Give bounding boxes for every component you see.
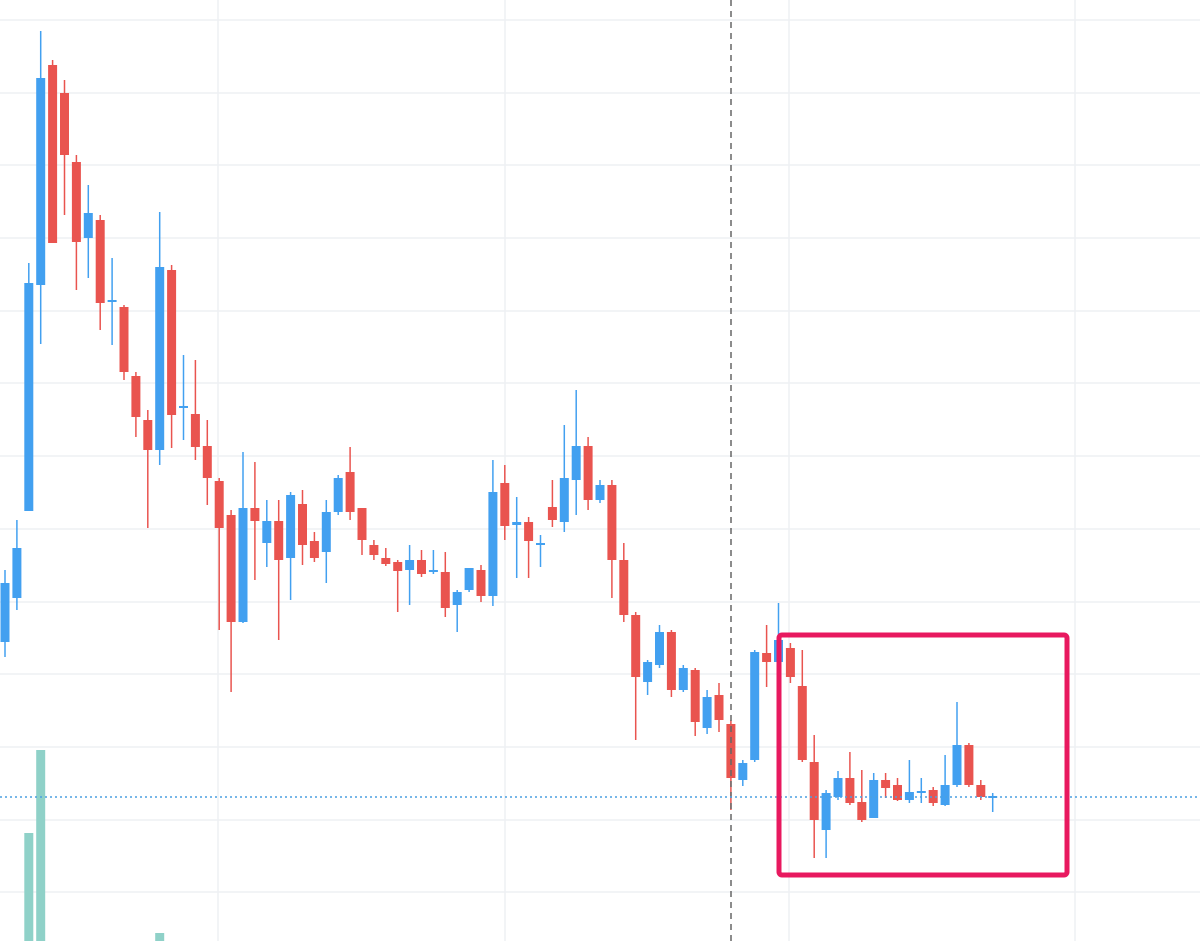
candle-body: [476, 570, 486, 596]
candle-body: [916, 791, 926, 793]
candle-body: [83, 213, 93, 238]
candle-body: [202, 446, 212, 478]
candle-body: [95, 220, 105, 303]
candle-body: [488, 492, 498, 596]
candle-body: [357, 508, 367, 540]
candle-body: [643, 662, 653, 682]
volume: [24, 750, 165, 941]
candle-body: [48, 65, 58, 243]
layout: [217, 0, 1076, 941]
candle-body: [607, 485, 617, 560]
candle-body: [298, 504, 307, 545]
candle-body: [452, 592, 462, 605]
candle-body: [893, 785, 902, 800]
candle-body: [655, 632, 664, 665]
candle-body: [107, 300, 117, 302]
candle-body: [36, 78, 46, 285]
candle-body: [797, 686, 807, 760]
candle-body: [714, 695, 724, 720]
candle-body: [167, 270, 177, 415]
candle-body: [559, 478, 569, 522]
candle-body: [333, 478, 343, 512]
candle-body: [500, 483, 510, 526]
candle-body: [369, 545, 379, 555]
candle-body: [381, 558, 391, 564]
candle-body: [702, 697, 712, 728]
candle-body: [238, 508, 248, 622]
candle-body: [678, 668, 688, 690]
candle-body: [952, 745, 962, 785]
candle-body: [131, 376, 141, 417]
candle-body: [940, 785, 950, 805]
candle-body: [309, 541, 319, 558]
candle-body: [405, 560, 415, 570]
highlight-box: [776, 632, 1070, 878]
volume-bar: [24, 833, 34, 941]
candle-body: [286, 495, 296, 558]
grid: [0, 19, 1200, 893]
candle-body: [583, 446, 593, 500]
candle-body: [321, 512, 331, 552]
candle-body: [821, 793, 831, 830]
candle-body: [60, 93, 69, 155]
candle-body: [595, 485, 605, 500]
candle-body: [857, 802, 867, 820]
candle-body: [845, 778, 855, 803]
volume-bar: [36, 750, 46, 941]
candles: [0, 31, 998, 858]
candle-body: [428, 570, 438, 572]
candle-body: [512, 522, 522, 525]
candle-body: [988, 796, 998, 798]
candle-body: [190, 414, 200, 447]
candle-body: [738, 763, 748, 780]
candle-body: [179, 406, 188, 408]
candle-body: [440, 572, 450, 608]
candle-body: [0, 583, 10, 642]
candle-body: [976, 785, 986, 797]
candle-body: [226, 515, 236, 622]
candle-body: [904, 792, 914, 800]
candle-body: [809, 762, 819, 820]
volume-bar: [155, 933, 165, 941]
candle-body: [143, 420, 153, 450]
candle-body: [12, 548, 22, 598]
candle-body: [619, 560, 629, 615]
candle-body: [690, 670, 700, 722]
candle-body: [750, 652, 760, 760]
candle-body: [250, 508, 260, 521]
candle-body: [964, 745, 974, 785]
candle-body: [928, 790, 938, 803]
candle-body: [881, 780, 891, 788]
candle-body: [119, 307, 129, 372]
candle-body: [571, 446, 581, 480]
candle-body: [71, 162, 81, 242]
candle-body: [345, 472, 355, 512]
candle-body: [547, 507, 557, 520]
candle-body: [24, 283, 34, 511]
candle-body: [464, 568, 474, 590]
candle-body: [833, 778, 843, 797]
candle-body: [785, 648, 795, 677]
candle-body: [393, 562, 403, 571]
candle-body: [417, 560, 426, 574]
candle-body: [524, 522, 534, 541]
candle-body: [631, 615, 641, 677]
candle-body: [536, 543, 545, 545]
candle-body: [666, 632, 676, 690]
candle-body: [214, 481, 224, 528]
candle-body: [274, 521, 284, 560]
candle-body: [155, 267, 165, 450]
candle-body: [869, 780, 879, 818]
candle-body: [762, 653, 772, 662]
candle-body: [262, 521, 272, 543]
